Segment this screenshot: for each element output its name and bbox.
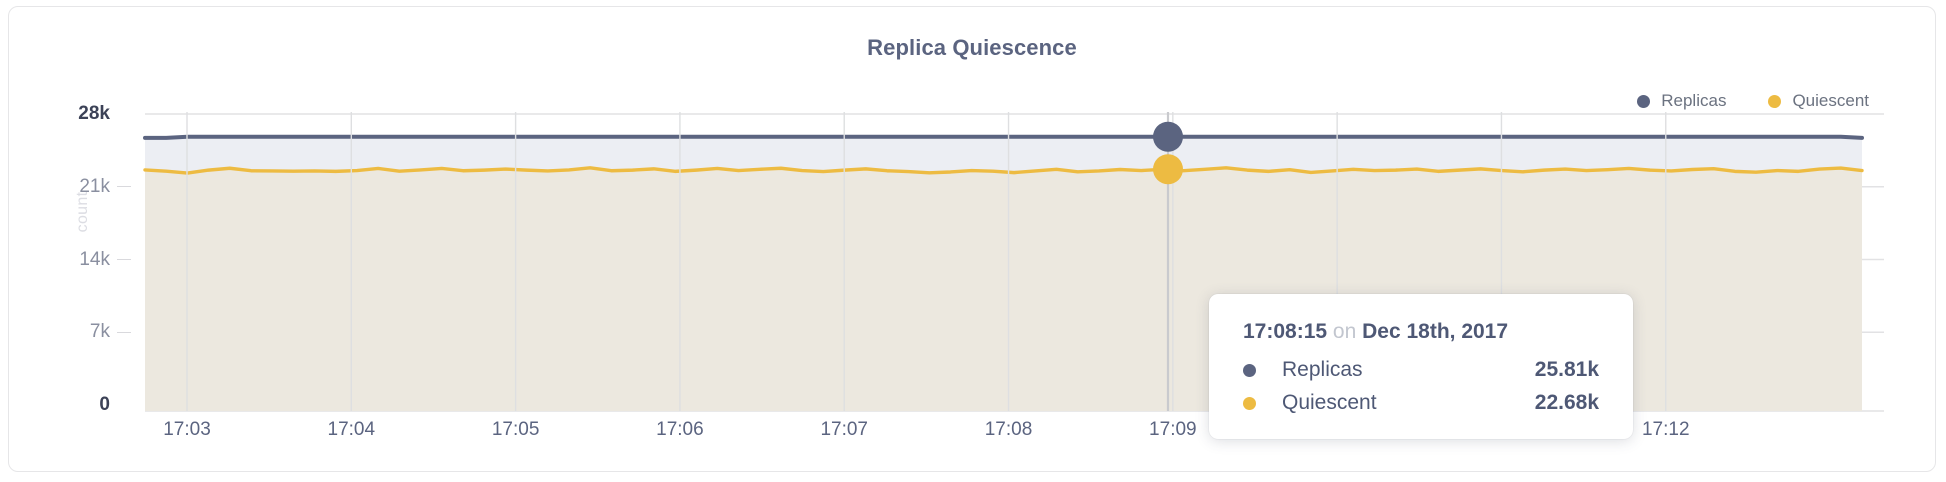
y-axis-tick-28k: 28k <box>78 103 110 124</box>
legend-dot-icon <box>1637 94 1651 108</box>
y-axis-tick-7k: 7k <box>90 321 131 343</box>
tooltip-date: Dec 18th, 2017 <box>1362 320 1509 343</box>
x-axis-tick-17-12: 17:12 <box>1641 419 1690 440</box>
chart-card: Replica Quiescence Replicas Quiescent co… <box>8 6 1936 472</box>
tooltip-on-word: on <box>1332 320 1357 343</box>
legend-dot-icon <box>1768 94 1782 108</box>
tooltip-series-name: Replicas <box>1282 358 1363 381</box>
x-axis-tick-17-03: 17:03 <box>163 419 211 440</box>
tooltip-series-value: 22.68k <box>1534 391 1599 414</box>
page-title: Replica Quiescence <box>867 35 1077 60</box>
tooltip-series-name: Quiescent <box>1282 391 1377 414</box>
x-axis-tick-17-09: 17:09 <box>1149 419 1197 440</box>
y-axis-tick-0: 0 <box>99 394 110 415</box>
legend-label: Quiescent <box>1792 91 1869 110</box>
series-dot-icon <box>1243 396 1256 410</box>
x-axis-tick-17-08: 17:08 <box>984 419 1033 440</box>
plot-area[interactable]: count 0 7k 14k 21k 28k 17:03 17:04 17:05 17:06 1… <box>9 7 1935 471</box>
tooltip-row-quiescent: Quiescent 22.68k <box>1243 391 1599 415</box>
series-dot-icon <box>1243 363 1256 377</box>
tooltip-timestamp: 17:08:15 on Dec 18th, 2017 <box>1243 320 1599 344</box>
hover-marker-quiescent[interactable] <box>1153 154 1183 185</box>
chart-tooltip: 17:08:15 on Dec 18th, 2017 Replicas 25.8… <box>1209 294 1633 439</box>
x-axis-tick-17-07: 17:07 <box>820 419 868 440</box>
x-axis-tick-17-05: 17:05 <box>491 419 540 440</box>
tooltip-time: 17:08:15 <box>1243 320 1328 343</box>
y-axis-tick-21k: 21k <box>79 176 131 198</box>
line-quiescent <box>143 166 1864 175</box>
x-axis-tick-17-04: 17:04 <box>327 419 376 440</box>
line-replicas <box>143 134 1864 140</box>
y-axis-ticks: 0 7k 14k 21k 28k <box>9 7 131 471</box>
chart-canvas[interactable] <box>9 7 1936 472</box>
y-axis-tick-14k: 14k <box>79 249 131 271</box>
tooltip-row-replicas: Replicas 25.81k <box>1243 358 1599 382</box>
legend-item-quiescent[interactable]: Quiescent <box>1768 91 1869 111</box>
legend-label: Replicas <box>1661 91 1727 110</box>
tooltip-series-value: 25.81k <box>1534 358 1599 381</box>
legend-item-replicas[interactable]: Replicas <box>1637 91 1726 111</box>
chart-legend: Replicas Quiescent <box>1637 91 1869 111</box>
hover-marker-replicas[interactable] <box>1153 121 1183 152</box>
x-axis-tick-17-06: 17:06 <box>656 419 704 440</box>
